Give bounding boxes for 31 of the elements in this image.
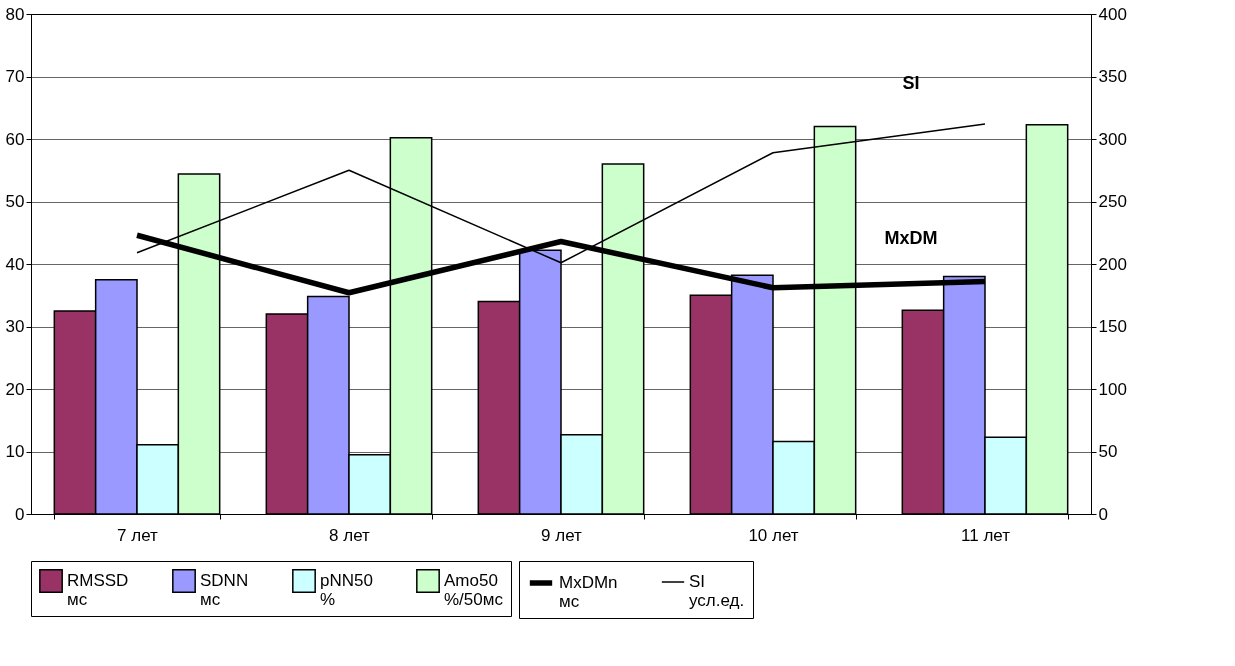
x-tick-label: 10 лет (748, 525, 799, 545)
y2-tick-label: 250 (1098, 192, 1127, 211)
annotation: SI (902, 73, 920, 93)
x-tick-label: 8 лет (329, 525, 371, 545)
x-tick-label: 9 лет (541, 525, 583, 545)
y-tick-label: 0 (15, 504, 25, 524)
y2-tick-label: 50 (1098, 442, 1118, 461)
y-tick-label: 80 (5, 4, 25, 24)
y-tick-label: 60 (5, 129, 25, 149)
y-tick-label: 70 (5, 67, 25, 86)
legend-label: Amo50 %/50мс (444, 571, 504, 609)
y2-tick-label: 200 (1098, 254, 1127, 274)
y2-tick-label: 150 (1098, 317, 1127, 336)
y-tick-label: 40 (5, 254, 25, 274)
legend-label: RMSSD мс (67, 571, 129, 609)
y-tick-label: 50 (5, 192, 25, 211)
x-tick-label: 11 лет (961, 525, 1011, 545)
y-tick-label: 30 (5, 317, 25, 336)
y2-tick-label: 100 (1098, 379, 1127, 399)
legend-label: SDNN мс (200, 571, 249, 609)
legend-label: SI усл.ед. (689, 572, 745, 610)
y-tick-label: 20 (5, 379, 25, 399)
y-tick-label: 10 (5, 442, 25, 461)
x-tick-label: 7 лет (117, 525, 159, 545)
y2-tick-label: 300 (1098, 129, 1127, 149)
y2-tick-label: 0 (1098, 504, 1108, 524)
legend-label: pNN50 % (320, 571, 373, 609)
annotation: MxDM (884, 228, 938, 248)
y2-tick-label: 350 (1098, 67, 1127, 86)
y2-tick-label: 400 (1098, 4, 1127, 24)
legend-label: MxDMn мс (559, 573, 618, 611)
